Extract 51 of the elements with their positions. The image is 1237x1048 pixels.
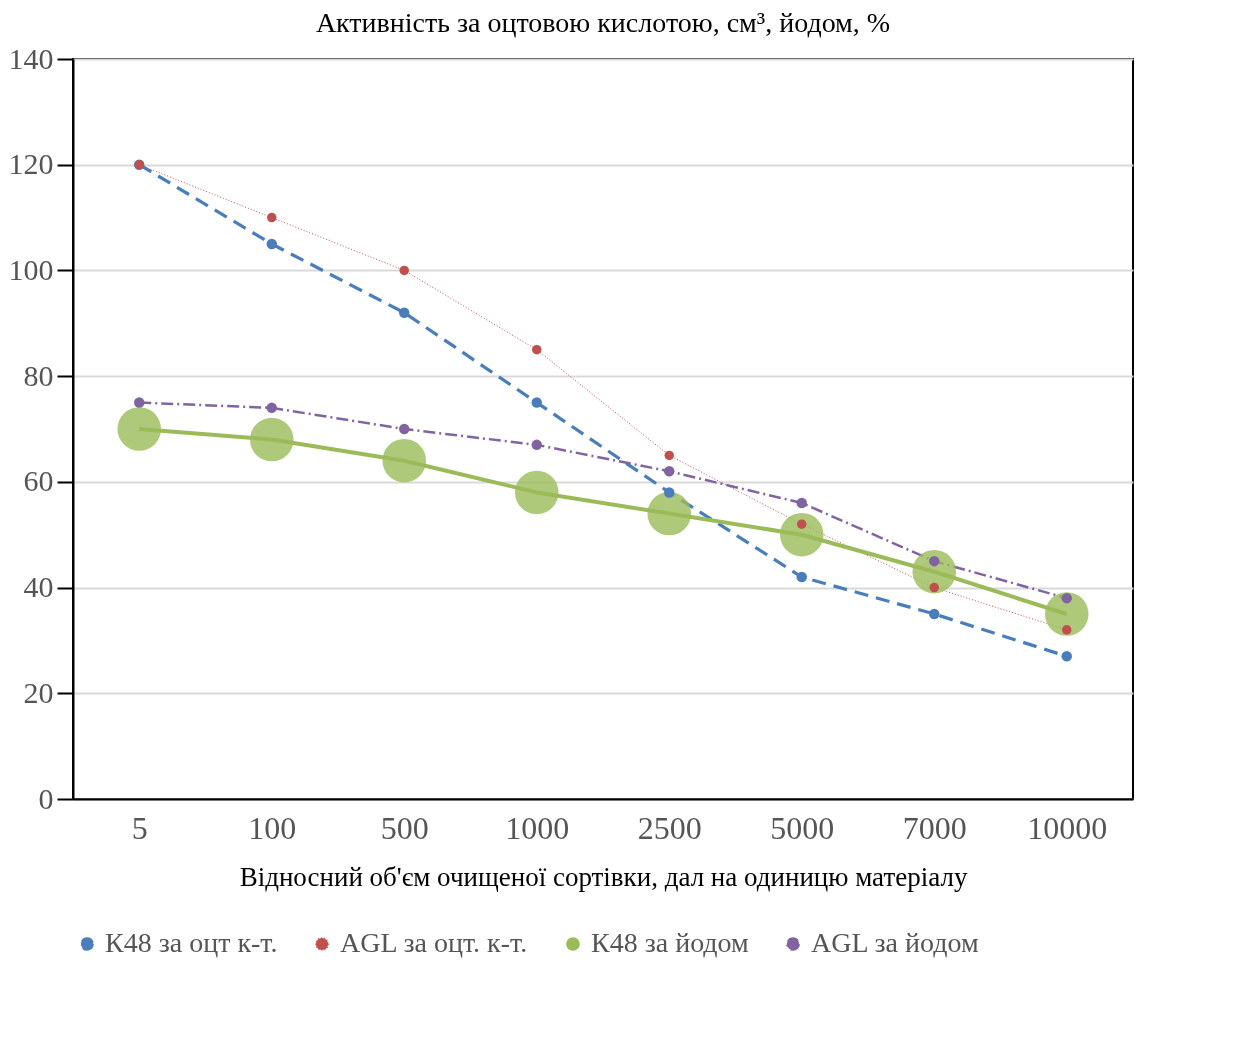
point — [249, 417, 294, 462]
point — [266, 402, 277, 414]
point — [796, 497, 807, 509]
point — [399, 307, 410, 318]
x-tick-label: 10000 — [1027, 809, 1108, 846]
point — [929, 582, 939, 593]
x-tick-label: 500 — [380, 809, 429, 846]
legend-label: К48 за йодом — [591, 927, 750, 958]
y-tick-label: 40 — [23, 570, 54, 604]
x-tick-label: 2500 — [637, 809, 702, 846]
point — [664, 487, 675, 498]
x-tick-label: 7000 — [902, 809, 967, 846]
point — [797, 519, 807, 529]
point — [532, 344, 542, 355]
point — [647, 491, 692, 536]
point — [664, 466, 675, 477]
point — [531, 397, 542, 408]
point — [382, 438, 427, 483]
x-tick-label: 5 — [131, 809, 148, 846]
point — [399, 423, 410, 435]
y-tick-label: 120 — [8, 147, 54, 181]
point — [929, 555, 940, 567]
point — [399, 265, 409, 276]
point — [1061, 592, 1072, 604]
y-tick-label: 0 — [38, 781, 54, 815]
point — [664, 450, 674, 461]
y-tick-label: 60 — [23, 464, 54, 498]
x-tick-label: 5000 — [770, 809, 835, 846]
y-tick-label: 80 — [23, 358, 54, 392]
legend-label: AGL за йодом — [811, 927, 979, 958]
point — [117, 407, 162, 451]
y-tick-label: 100 — [8, 252, 54, 286]
x-axis-title: Відносний об'єм очищеної сортівки, дал на одиницю матеріалу — [239, 861, 968, 892]
x-tick-label: 1000 — [505, 809, 570, 846]
point — [1061, 651, 1072, 662]
chart-title: Активність за оцтовою кислотою, см³, йодом, % — [315, 7, 891, 38]
point — [929, 608, 940, 620]
point — [1062, 625, 1072, 635]
y-tick-label: 20 — [23, 675, 54, 709]
point — [779, 512, 824, 557]
point — [796, 571, 807, 583]
legend-label: AGL за оцт. к-т. — [340, 927, 528, 958]
point — [514, 470, 559, 515]
legend-label: К48 за оцт к-т. — [105, 927, 278, 958]
x-tick-label: 100 — [248, 809, 297, 846]
point — [267, 212, 277, 223]
point — [531, 439, 542, 451]
point — [1044, 592, 1089, 636]
y-tick-label: 140 — [8, 41, 54, 75]
point — [266, 238, 277, 250]
point — [134, 397, 145, 408]
